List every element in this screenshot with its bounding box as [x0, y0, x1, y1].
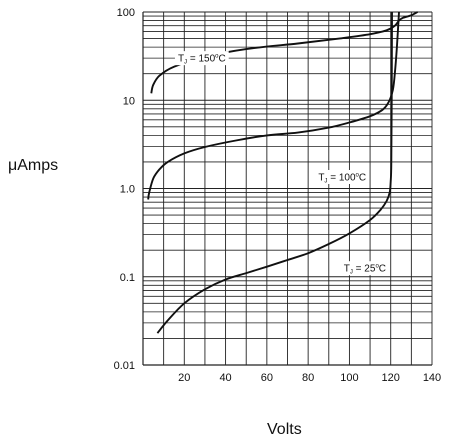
series-line-2 [156, 11, 393, 334]
curves [147, 11, 419, 334]
x-tick-label: 80 [302, 372, 314, 384]
series-line-1 [147, 11, 400, 200]
series-label-2: TJ = 25oC [344, 264, 386, 276]
series-label-background [174, 51, 229, 66]
y-tick-label: 1.0 [120, 184, 135, 196]
y-tick-label: 0.1 [120, 272, 135, 284]
y-tick-label: 0.01 [114, 360, 135, 372]
series-label-background [340, 261, 390, 276]
series-label-1: TJ = 100oC [318, 172, 366, 184]
x-tick-label: 140 [423, 372, 441, 384]
series-label-background [315, 169, 370, 184]
series-line-0 [150, 11, 419, 94]
grid [142, 11, 433, 366]
y-tick-label: 10 [123, 95, 135, 107]
x-tick-label: 60 [261, 372, 273, 384]
x-tick-label: 20 [178, 372, 190, 384]
series-label-0: TJ = 150oC [178, 54, 226, 66]
y-tick-label: 100 [117, 7, 135, 19]
curve-labels: TJ = 150oC TJ = 100oC TJ = 25oC [174, 51, 390, 276]
tick-labels: 20 40 60 80 100 120 140 0.01 0.1 1.0 10 100 [114, 7, 442, 384]
y-axis-label: μAmps [8, 157, 58, 174]
x-tick-label: 40 [219, 372, 231, 384]
x-tick-label: 100 [340, 372, 358, 384]
x-axis-label: Volts [267, 421, 302, 438]
x-tick-label: 120 [382, 372, 400, 384]
